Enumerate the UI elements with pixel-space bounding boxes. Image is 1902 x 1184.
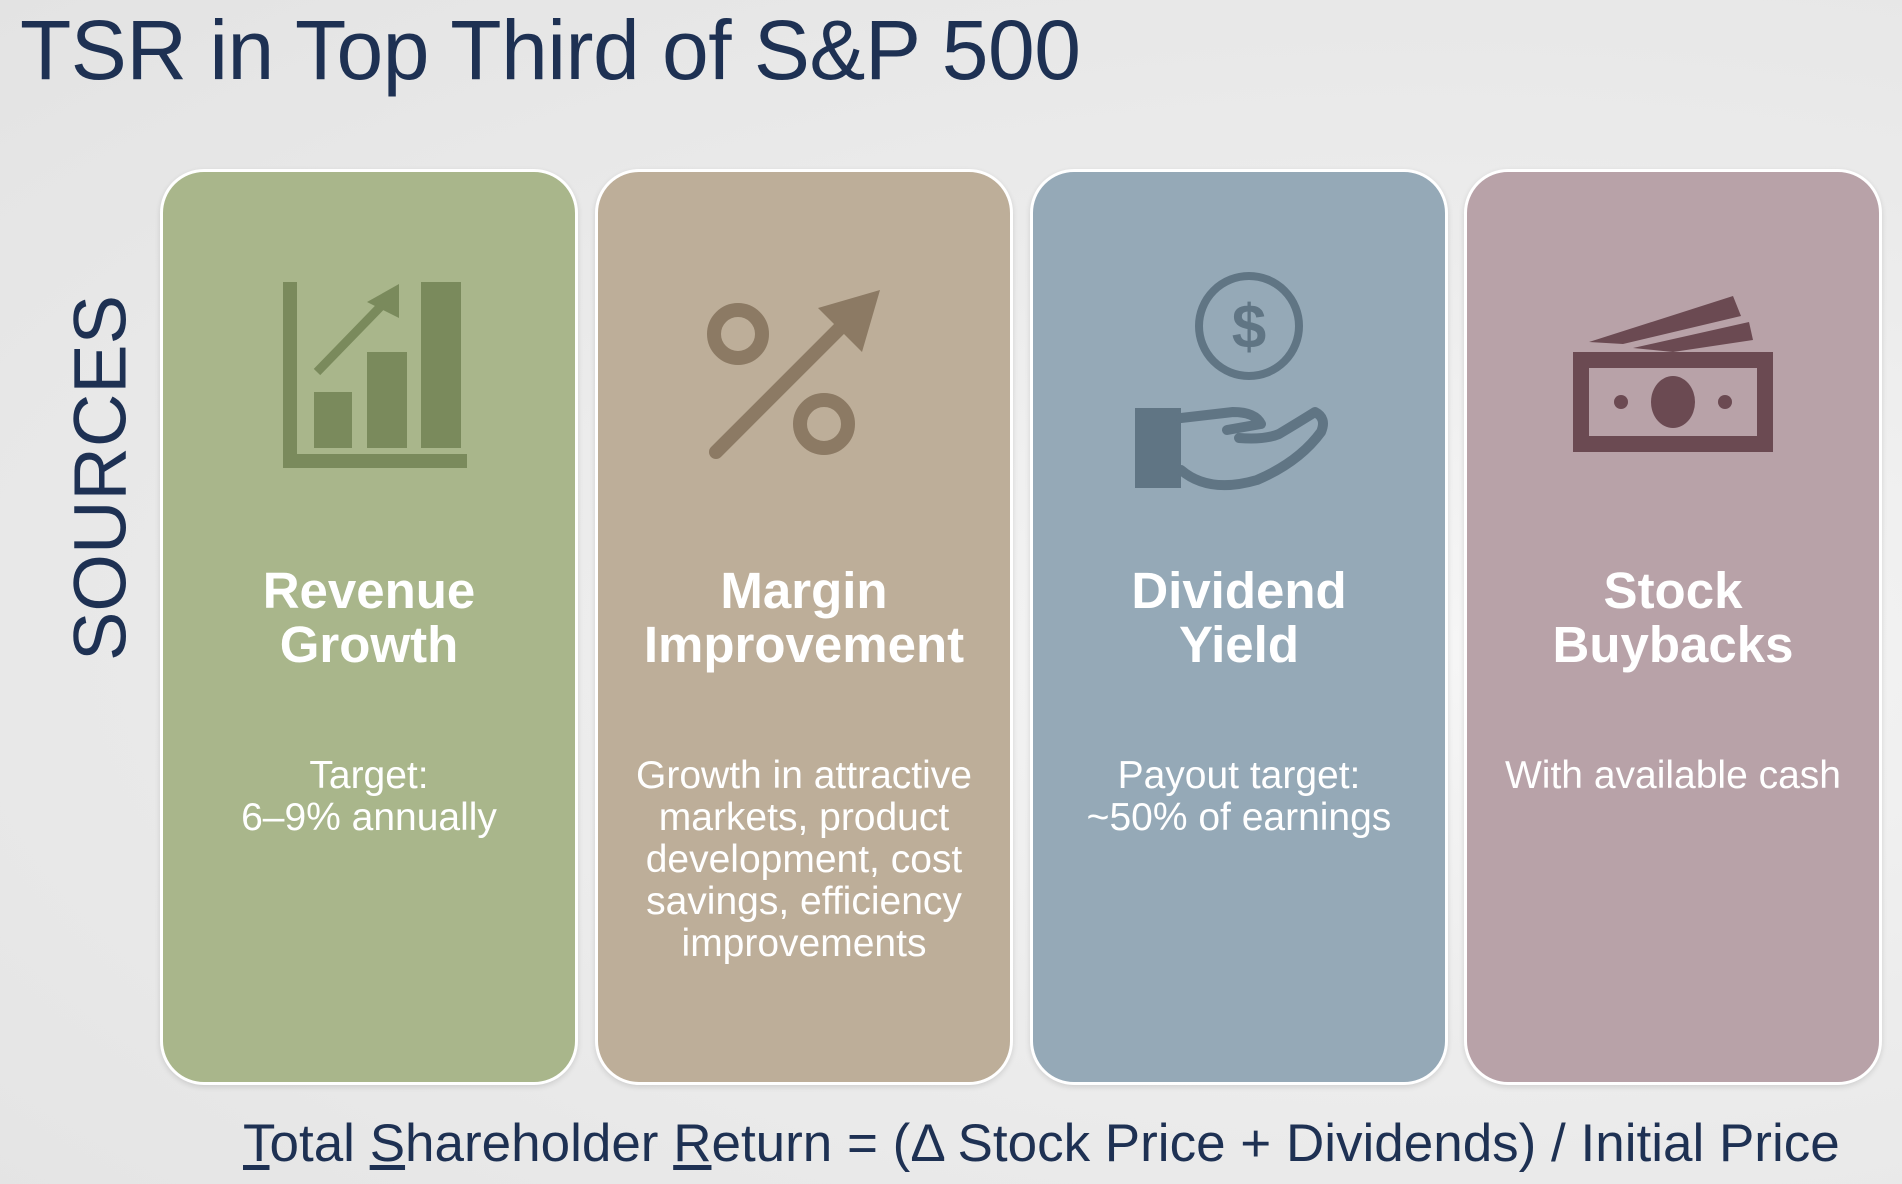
percent-up-arrow-icon xyxy=(694,272,914,492)
card-description: Payout target: ~50% of earnings xyxy=(1043,755,1435,839)
formula-initial-t: T xyxy=(243,1114,270,1173)
formula-text: hareholder xyxy=(405,1114,674,1173)
tsr-formula: Total Shareholder Return = (Δ Stock Pric… xyxy=(243,1113,1840,1174)
card-title: Margin Improvement xyxy=(598,564,1010,672)
card-revenue-growth: Revenue Growth Target: 6–9% annually xyxy=(160,169,578,1085)
slide-title: TSR in Top Third of S&P 500 xyxy=(20,3,1081,97)
card-desc-line: development, cost xyxy=(645,838,963,881)
card-stock-buybacks: Stock Buybacks With available cash xyxy=(1464,169,1882,1085)
card-title-line: Dividend xyxy=(1131,562,1347,619)
hand-dollar-coin-icon: $ xyxy=(1129,272,1349,492)
card-desc-line: 6–9% annually xyxy=(241,796,497,839)
card-title: Dividend Yield xyxy=(1033,564,1445,672)
card-dividend-yield: $ Dividend Yield Payout target: ~50% of … xyxy=(1030,169,1448,1085)
card-title-line: Stock xyxy=(1603,562,1743,619)
card-title-line: Growth xyxy=(279,616,459,673)
card-title: Revenue Growth xyxy=(163,564,575,672)
card-title-line: Improvement xyxy=(643,616,965,673)
card-desc-line: savings, efficiency xyxy=(646,880,962,923)
card-desc-line: With available cash xyxy=(1505,754,1841,797)
card-desc-line: markets, product xyxy=(658,796,950,839)
card-desc-line: ~50% of earnings xyxy=(1086,796,1392,839)
card-title: Stock Buybacks xyxy=(1467,564,1879,672)
formula-initial-s: S xyxy=(369,1114,406,1173)
card-description: Growth in attractive markets, product de… xyxy=(608,755,1000,965)
card-description: Target: 6–9% annually xyxy=(173,755,565,839)
card-title-line: Yield xyxy=(1179,616,1299,673)
formula-text: eturn = (Δ Stock Price + Dividends) / In… xyxy=(711,1114,1840,1173)
card-title-line: Margin xyxy=(720,562,888,619)
card-desc-line: improvements xyxy=(681,922,927,965)
card-title-line: Buybacks xyxy=(1552,616,1794,673)
bar-chart-up-arrow-icon xyxy=(259,272,479,492)
card-title-line: Revenue xyxy=(262,562,476,619)
svg-text:$: $ xyxy=(1232,293,1266,362)
banknotes-icon xyxy=(1563,272,1783,492)
card-margin-improvement: Margin Improvement Growth in attractive … xyxy=(595,169,1013,1085)
card-desc-line: Target: xyxy=(309,754,429,797)
card-description: With available cash xyxy=(1477,755,1869,797)
formula-text: otal xyxy=(269,1114,370,1173)
formula-initial-r: R xyxy=(673,1114,712,1173)
card-desc-line: Payout target: xyxy=(1117,754,1361,797)
card-desc-line: Growth in attractive xyxy=(636,754,972,797)
sources-label: SOURCES xyxy=(58,295,142,661)
